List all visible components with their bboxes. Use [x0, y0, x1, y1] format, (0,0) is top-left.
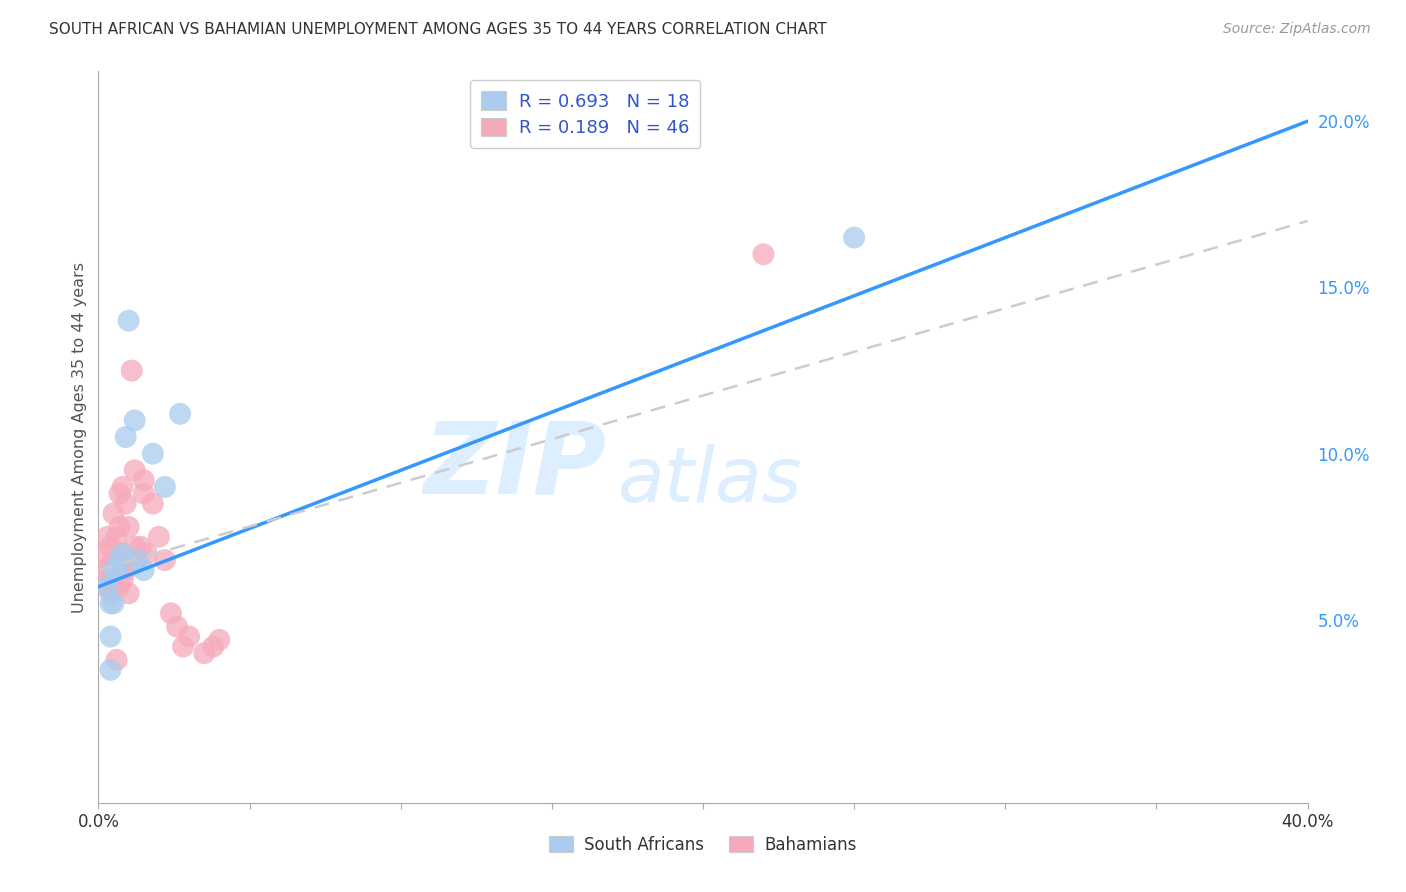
Point	[118, 314, 141, 328]
Point	[153, 553, 176, 567]
Point	[193, 646, 215, 660]
Text: SOUTH AFRICAN VS BAHAMIAN UNEMPLOYMENT AMONG AGES 35 TO 44 YEARS CORRELATION CHA: SOUTH AFRICAN VS BAHAMIAN UNEMPLOYMENT A…	[49, 22, 827, 37]
Point	[93, 563, 115, 577]
Point	[105, 563, 128, 577]
Point	[111, 480, 134, 494]
Point	[100, 663, 122, 677]
Point	[127, 553, 149, 567]
Point	[160, 607, 183, 621]
Point	[142, 497, 165, 511]
Point	[105, 653, 128, 667]
Point	[118, 553, 141, 567]
Point	[103, 553, 125, 567]
Point	[103, 563, 125, 577]
Point	[129, 540, 152, 554]
Point	[96, 580, 118, 594]
Legend: South Africans, Bahamians: South Africans, Bahamians	[543, 829, 863, 860]
Point	[100, 540, 122, 554]
Point	[114, 563, 136, 577]
Point	[752, 247, 775, 261]
Point	[105, 530, 128, 544]
Point	[121, 363, 143, 377]
Point	[153, 480, 176, 494]
Point	[172, 640, 194, 654]
Point	[108, 580, 131, 594]
Point	[208, 632, 231, 647]
Point	[103, 507, 125, 521]
Point	[93, 546, 115, 560]
Point	[100, 563, 122, 577]
Point	[111, 546, 134, 560]
Point	[100, 630, 122, 644]
Point	[103, 596, 125, 610]
Point	[166, 619, 188, 633]
Point	[844, 230, 866, 244]
Point	[121, 553, 143, 567]
Point	[135, 546, 157, 560]
Point	[108, 553, 131, 567]
Point	[111, 573, 134, 587]
Y-axis label: Unemployment Among Ages 35 to 44 years: Unemployment Among Ages 35 to 44 years	[72, 261, 87, 613]
Point	[118, 520, 141, 534]
Point	[103, 580, 125, 594]
Point	[114, 430, 136, 444]
Point	[114, 497, 136, 511]
Text: Source: ZipAtlas.com: Source: ZipAtlas.com	[1223, 22, 1371, 37]
Point	[202, 640, 225, 654]
Point	[179, 630, 201, 644]
Point	[108, 520, 131, 534]
Point	[124, 540, 146, 554]
Point	[148, 530, 170, 544]
Text: atlas: atlas	[619, 444, 803, 518]
Point	[169, 407, 191, 421]
Text: ZIP: ZIP	[423, 417, 606, 515]
Point	[100, 596, 122, 610]
Point	[96, 580, 118, 594]
Point	[142, 447, 165, 461]
Point	[124, 413, 146, 427]
Point	[96, 530, 118, 544]
Point	[118, 586, 141, 600]
Point	[96, 563, 118, 577]
Point	[108, 486, 131, 500]
Point	[127, 553, 149, 567]
Point	[132, 486, 155, 500]
Point	[105, 563, 128, 577]
Point	[132, 563, 155, 577]
Point	[132, 473, 155, 487]
Point	[108, 553, 131, 567]
Point	[111, 546, 134, 560]
Point	[100, 586, 122, 600]
Point	[124, 463, 146, 477]
